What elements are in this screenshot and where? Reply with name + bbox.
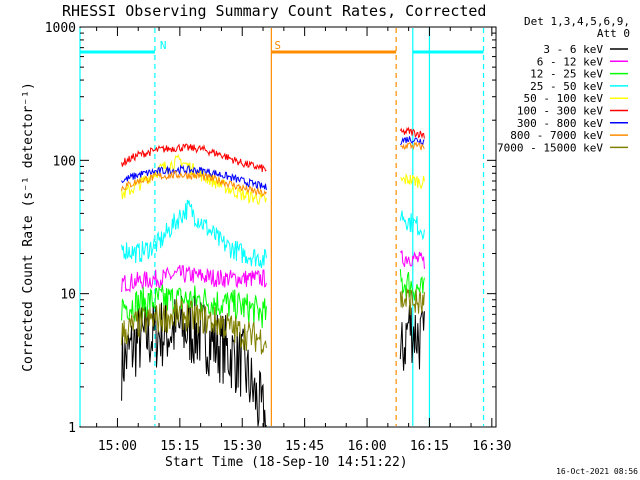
y-tick-label: 1 (68, 421, 76, 436)
y-tick-label: 100 (53, 154, 76, 169)
series-line (399, 269, 425, 301)
legend-label: 100 - 300 keV (517, 105, 603, 118)
series-line (399, 126, 425, 139)
series-line (121, 143, 267, 172)
plot-frame (79, 26, 497, 428)
legend-label: 300 - 800 keV (517, 117, 603, 130)
x-tick-label: 16:00 (347, 439, 386, 454)
x-tick-label: 15:45 (285, 439, 324, 454)
x-tick-label: 16:30 (472, 439, 511, 454)
series-lines (121, 126, 425, 428)
series-line (399, 288, 425, 316)
series-line (121, 284, 267, 329)
legend-header: Det 1,3,4,5,6,9, (524, 15, 630, 28)
instrument-state-lines (79, 28, 485, 426)
series-line (121, 153, 267, 205)
x-tick-label: 15:30 (223, 439, 262, 454)
series-line (399, 210, 425, 241)
x-tick-label: 16:15 (410, 439, 449, 454)
series-line (121, 164, 267, 191)
chart-title: RHESSI Observing Summary Count Rates, Co… (62, 2, 486, 20)
legend-label: 50 - 100 keV (524, 92, 604, 105)
y-tick-label: 1000 (45, 21, 76, 36)
y-axis-ticks: 1 10 100 1000 (45, 21, 496, 436)
x-axis-label: Start Time (18-Sep-10 14:51:22) (165, 455, 408, 470)
series-line (400, 141, 425, 151)
legend-label: 6 - 12 keV (537, 55, 604, 68)
flag-label: N (160, 39, 167, 52)
legend-label: 800 - 7000 keV (510, 129, 603, 142)
legend-label: 25 - 50 keV (530, 80, 603, 93)
series-line (121, 298, 267, 355)
legend-label: 7000 - 15000 keV (497, 141, 603, 154)
series-line (121, 199, 267, 268)
y-axis-label: Corrected Count Rate (s⁻¹ detector⁻¹) (21, 82, 36, 372)
series-line (399, 250, 425, 269)
x-axis-ticks: 15:00 15:15 15:30 15:45 16:00 16:15 16:30 (96, 27, 511, 454)
legend-header: Att 0 (597, 27, 630, 40)
y-tick-label: 10 (60, 288, 76, 303)
series-line (121, 264, 267, 293)
series-line (399, 305, 425, 371)
series-line (121, 170, 267, 198)
plot-timestamp: 16-Oct-2021 08:56 (556, 467, 638, 476)
legend-label: 3 - 6 keV (543, 43, 603, 56)
series-line (400, 136, 425, 146)
flag-label: S (274, 39, 281, 52)
x-tick-label: 15:00 (98, 439, 137, 454)
x-tick-label: 15:15 (160, 439, 199, 454)
series-line (400, 172, 425, 190)
legend-label: 12 - 25 keV (530, 68, 603, 81)
